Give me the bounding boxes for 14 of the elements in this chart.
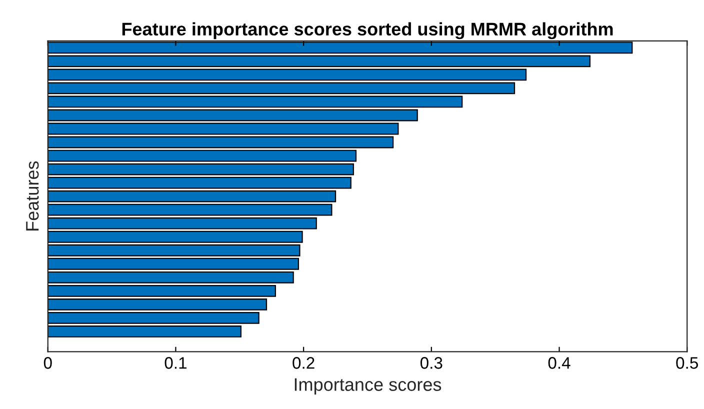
x-tick-label: 0.1 [164,357,186,369]
bar [48,150,357,162]
x-axis-title: Importance scores [294,378,442,395]
y-axis-title: Features [26,161,39,230]
chart-title: Feature importance scores sorted using MRMR algorithm [122,22,613,40]
bar [48,136,394,148]
bar [48,122,399,135]
bar [48,96,463,108]
x-tick-label: 0 [44,357,52,369]
x-tick-label: 0.3 [420,357,442,369]
x-tick-label: 0.2 [292,357,314,369]
x-tick-label: 0.4 [548,357,570,369]
bar [48,109,418,122]
x-tick-label: 0.5 [676,357,698,369]
